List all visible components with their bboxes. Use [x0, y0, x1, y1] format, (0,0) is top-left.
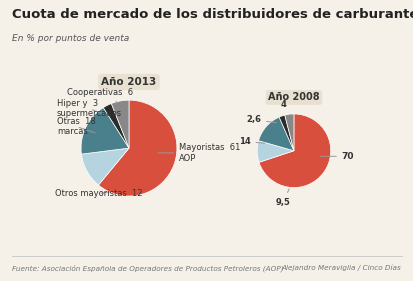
Text: Otras  18
marcas: Otras 18 marcas — [57, 117, 95, 136]
Wedge shape — [103, 103, 129, 148]
Text: En % por puntos de venta: En % por puntos de venta — [12, 34, 129, 43]
Wedge shape — [259, 114, 330, 188]
Text: Otros mayoristas  12: Otros mayoristas 12 — [55, 189, 142, 198]
Wedge shape — [278, 115, 293, 151]
Wedge shape — [98, 100, 176, 196]
Wedge shape — [256, 141, 293, 162]
Text: 4: 4 — [280, 100, 290, 115]
Text: Cuota de mercado de los distribuidores de carburantes: Cuota de mercado de los distribuidores d… — [12, 8, 413, 21]
Text: 14: 14 — [238, 137, 264, 146]
Text: Hiper y  3
supermercados: Hiper y 3 supermercados — [57, 99, 122, 119]
Wedge shape — [284, 114, 293, 151]
Text: Fuente: Asociación Española de Operadores de Productos Petroleros (AOP): Fuente: Asociación Española de Operadore… — [12, 264, 283, 272]
Wedge shape — [81, 108, 129, 154]
Text: 9,5: 9,5 — [275, 189, 290, 207]
Text: 2,6: 2,6 — [245, 115, 276, 124]
Text: Año 2013: Año 2013 — [101, 77, 156, 87]
Text: 70: 70 — [320, 152, 354, 161]
Text: Cooperativas  6: Cooperativas 6 — [66, 89, 133, 103]
Text: Año 2008: Año 2008 — [268, 92, 319, 102]
Text: Mayoristas  61
AOP: Mayoristas 61 AOP — [158, 143, 240, 163]
Wedge shape — [258, 117, 293, 151]
Wedge shape — [81, 148, 129, 185]
Wedge shape — [111, 100, 129, 148]
Text: Alejandro Meraviglia / Cinco Días: Alejandro Meraviglia / Cinco Días — [281, 264, 401, 271]
